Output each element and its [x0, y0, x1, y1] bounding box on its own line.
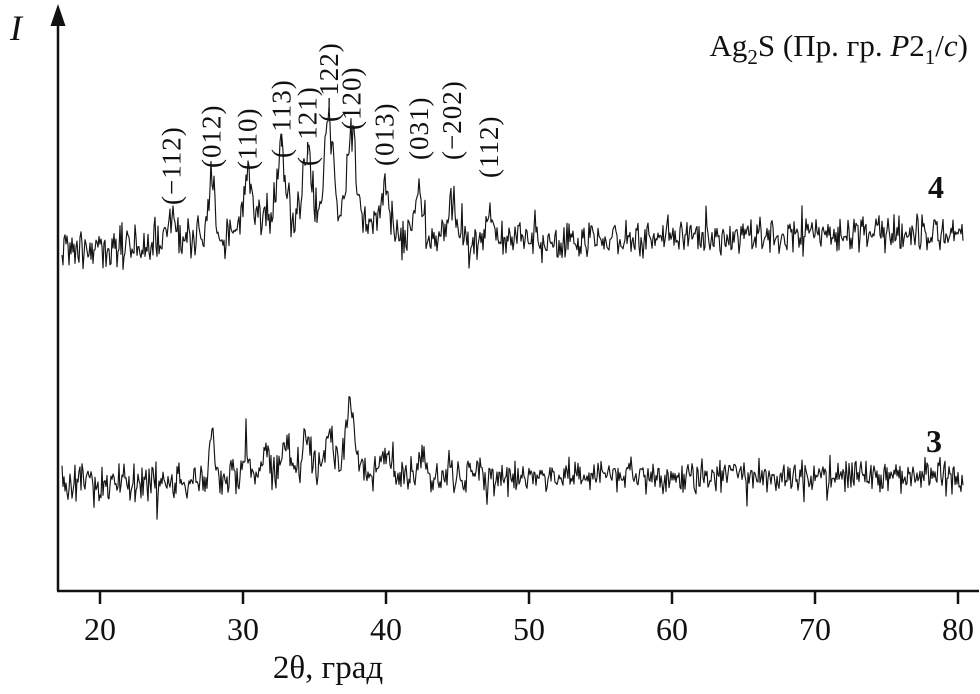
x-ticks: [98, 591, 960, 604]
x-tick-label: 30: [227, 611, 259, 647]
phase-annotation: Ag2S (Пр. гр. P21/c): [710, 28, 968, 69]
curves: [61, 106, 964, 520]
xrd-curve-3: [61, 396, 964, 520]
annotation-mid: S (Пр. гр.: [758, 28, 890, 63]
x-tick-label: 80: [942, 611, 974, 647]
peak-hkl-label: (031): [404, 97, 434, 160]
peak-hkl-label: (−122): [314, 42, 344, 122]
peak-hkl-label: (−121): [292, 86, 322, 166]
x-tick-label: 60: [656, 611, 688, 647]
annotation-p: P: [889, 28, 909, 63]
peak-hkl-label: (012): [197, 105, 227, 168]
x-tick-label: 50: [513, 611, 545, 647]
annotation-close: ): [958, 28, 968, 63]
peak-hkl-label: (120): [337, 67, 367, 130]
x-tick-label: 40: [370, 611, 402, 647]
annotation-ag: Ag: [710, 28, 748, 63]
x-tick-label: 70: [799, 611, 831, 647]
peak-labels: (−112) (012) (110) (−113)(−121)(−122)(120)(…: [157, 42, 504, 205]
annotation-slash: /: [935, 28, 944, 63]
x-axis-label: 2θ, град: [273, 650, 383, 686]
peak-hkl-label: (−113): [267, 79, 297, 158]
peak-hkl-label: (110): [232, 108, 262, 170]
curve-3-label: 3: [926, 423, 942, 459]
annotation-sub2: 2: [747, 45, 758, 69]
annotation-sub1: 1: [925, 45, 936, 69]
y-axis-label: I: [9, 8, 24, 48]
y-axis-arrow-icon: [50, 4, 66, 26]
peak-hkl-label: (−112): [157, 126, 187, 205]
x-tick-labels: 20 30 40 50 60 70 80: [84, 611, 974, 647]
peak-hkl-label: (−202): [437, 80, 467, 160]
annotation-c: c: [944, 28, 958, 63]
annotation-two: 2: [909, 28, 925, 63]
xrd-curve-4: [61, 106, 964, 270]
peak-hkl-label: (013): [370, 103, 400, 166]
peak-hkl-label: (112): [474, 116, 504, 178]
curve-4-label: 4: [928, 169, 944, 205]
x-tick-label: 20: [84, 611, 116, 647]
